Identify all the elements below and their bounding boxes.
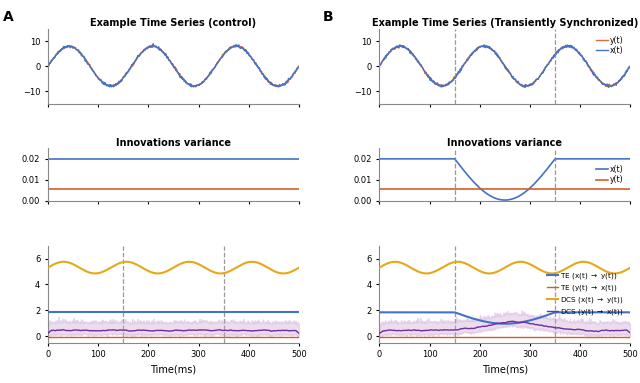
Line: x(t): x(t) xyxy=(380,45,630,87)
x(t) xyxy=(376,63,383,67)
x(t) xyxy=(521,85,529,90)
Title: Innovations variance: Innovations variance xyxy=(116,137,231,147)
Legend: x(t), y(t): x(t), y(t) xyxy=(593,162,627,187)
X-axis label: Time(ms): Time(ms) xyxy=(482,365,528,375)
x(t) xyxy=(497,58,504,62)
y(t) xyxy=(582,58,589,63)
x(t) xyxy=(526,83,534,87)
x(t) xyxy=(481,43,488,47)
y(t) xyxy=(497,57,504,62)
Title: Example Time Series (Transiently Synchronized): Example Time Series (Transiently Synchro… xyxy=(372,18,638,28)
Line: y(t): y(t) xyxy=(380,45,630,87)
x(t) xyxy=(627,64,634,68)
x(t) xyxy=(512,78,520,82)
Text: B: B xyxy=(323,10,334,24)
x(t) xyxy=(495,55,503,60)
y(t) xyxy=(512,77,520,82)
x(t) xyxy=(582,60,590,64)
Legend: TE (x(t) $\rightarrow$ y(t)), TE (y(t) $\rightarrow$ x(t)), DCS (x(t) $\rightarr: TE (x(t) $\rightarrow$ y(t)), TE (y(t) $… xyxy=(545,268,627,320)
Title: Innovations variance: Innovations variance xyxy=(447,137,563,147)
Title: Example Time Series (control): Example Time Series (control) xyxy=(90,18,257,28)
y(t) xyxy=(495,55,503,59)
y(t) xyxy=(621,71,629,75)
y(t) xyxy=(376,63,383,68)
y(t) xyxy=(479,43,487,47)
Legend: y(t), x(t): y(t), x(t) xyxy=(593,33,627,58)
y(t) xyxy=(605,85,612,90)
Text: A: A xyxy=(3,10,14,24)
y(t) xyxy=(525,82,533,87)
X-axis label: Time(ms): Time(ms) xyxy=(150,365,196,375)
x(t) xyxy=(621,70,629,75)
y(t) xyxy=(627,64,634,69)
